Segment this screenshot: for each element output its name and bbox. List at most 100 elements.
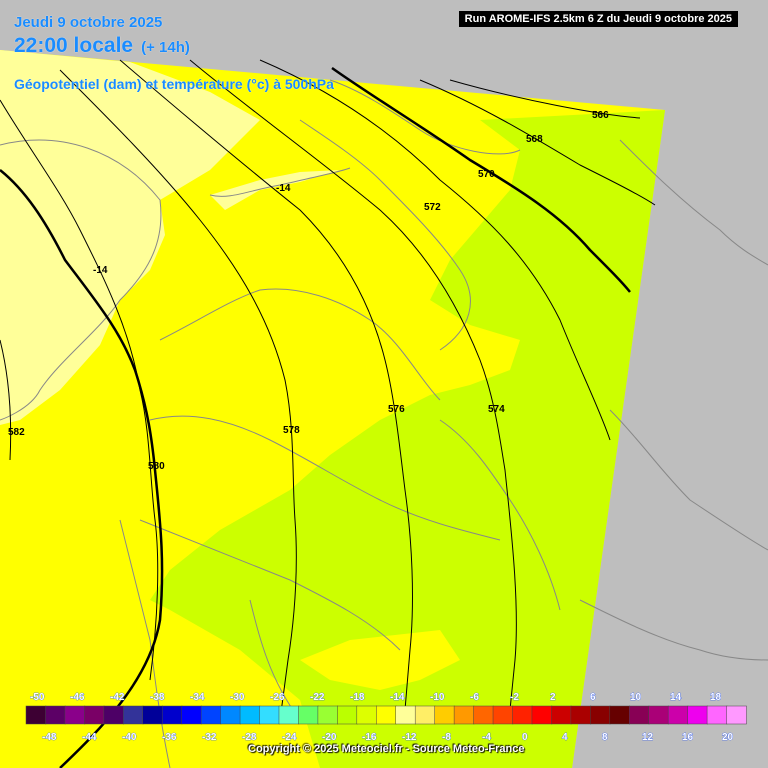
legend-swatch <box>395 705 416 725</box>
isohypse-570-main <box>331 66 631 293</box>
label-566: 566 <box>592 110 609 121</box>
legend-swatch <box>45 705 66 725</box>
legend-swatch <box>687 705 708 725</box>
isohypse-568 <box>419 79 656 206</box>
legend-swatch <box>551 705 572 725</box>
label-572: 572 <box>424 202 441 213</box>
legend-tick-top: -30 <box>230 692 245 703</box>
legend-swatch <box>259 705 280 725</box>
isohypse-580-main <box>0 169 164 768</box>
legend-swatch <box>628 705 650 725</box>
isohypse-582 <box>0 339 12 461</box>
label-574: 574 <box>488 404 505 415</box>
label-576: 576 <box>388 404 405 415</box>
legend-swatch <box>453 705 475 725</box>
legend-tick-top: -46 <box>70 692 85 703</box>
legend-swatch <box>337 705 358 725</box>
legend-swatch <box>142 705 163 725</box>
legend-tick-top: -50 <box>30 692 45 703</box>
forecast-date: Jeudi 9 octobre 2025 <box>14 14 163 31</box>
legend-swatch <box>531 705 553 725</box>
legend-swatch <box>492 705 514 725</box>
legend-tick-top: 2 <box>550 692 556 703</box>
legend-swatch <box>317 705 339 725</box>
legend-swatch <box>609 705 630 725</box>
legend-tick-bottom: -32 <box>202 732 217 743</box>
isohypse-576 <box>119 59 413 711</box>
local-time: 22:00 locale <box>14 34 134 57</box>
legend-tick-bottom: -4 <box>482 732 491 743</box>
main-isohypses <box>0 66 631 768</box>
legend-swatch <box>648 705 669 725</box>
isohypse-574 <box>189 59 517 711</box>
label-580: 580 <box>148 461 165 472</box>
legend-tick-bottom: -20 <box>322 732 337 743</box>
legend-swatch <box>200 705 222 725</box>
isohypse-572 <box>259 59 611 441</box>
cold-zone-west <box>0 50 260 425</box>
label-isotherm-west: -14 <box>93 265 108 276</box>
legend-swatch <box>239 705 261 725</box>
legend-tick-bottom: -12 <box>402 732 417 743</box>
legend-swatch <box>473 705 494 725</box>
legend-tick-bottom: 16 <box>682 732 694 743</box>
legend-tick-bottom: -28 <box>242 732 257 743</box>
legend-tick-top: 6 <box>590 692 596 703</box>
copyright: Copyright © 2025 Meteociel.fr - Source M… <box>248 743 525 755</box>
legend-tick-top: -10 <box>430 692 445 703</box>
legend-swatch <box>726 705 747 725</box>
legend-tick-top: -14 <box>390 692 405 703</box>
legend-tick-top: -6 <box>470 692 479 703</box>
legend-tick-bottom: -16 <box>362 732 377 743</box>
legend-swatch <box>512 705 533 725</box>
label-570: 570 <box>478 169 495 180</box>
legend-tick-bottom: -24 <box>282 732 297 743</box>
legend-tick-top: -22 <box>310 692 325 703</box>
isohypse-566 <box>449 79 641 119</box>
forecast-offset: (+ 14h) <box>141 39 190 56</box>
legend-swatch <box>706 705 728 725</box>
legend-swatch <box>570 705 592 725</box>
legend-swatch <box>220 705 241 725</box>
isohypse-578 <box>59 69 297 721</box>
legend-swatch <box>181 705 202 725</box>
legend-swatch <box>298 705 319 725</box>
legend-tick-top: -26 <box>270 692 285 703</box>
legend-tick-bottom: -8 <box>442 732 451 743</box>
warm-zone-east <box>150 110 665 768</box>
legend-swatch <box>590 705 611 725</box>
run-info: Run AROME-IFS 2.5km 6 Z du Jeudi 9 octob… <box>458 11 738 27</box>
legend-tick-bottom: -36 <box>162 732 177 743</box>
legend-swatch <box>278 705 300 725</box>
legend-tick-bottom: -48 <box>42 732 57 743</box>
legend-tick-bottom: 0 <box>522 732 528 743</box>
legend-tick-top: -2 <box>510 692 519 703</box>
forecast-time: 22:00 locale (+ 14h) <box>14 34 190 58</box>
legend-tick-top: 14 <box>670 692 682 703</box>
legend-tick-top: -18 <box>350 692 365 703</box>
legend-tick-bottom: -44 <box>82 732 97 743</box>
isohypse-labels: 566 568 570 572 574 576 578 580 582 -14 … <box>8 110 609 472</box>
temperature-legend: -50 -46 -42 -38 -34 -30 -26 -22 -18 -14 -10 -6 -2 2 6 1… <box>25 692 747 743</box>
legend-swatch <box>414 705 436 725</box>
label-582: 582 <box>8 427 25 438</box>
legend-swatch <box>64 705 86 725</box>
legend-tick-bottom: -40 <box>122 732 137 743</box>
label-578: 578 <box>283 425 300 436</box>
label-568: 568 <box>526 134 543 145</box>
legend-tick-top: -34 <box>190 692 205 703</box>
yellow-pocket <box>300 630 460 690</box>
legend-tick-top: 10 <box>630 692 642 703</box>
legend-tick-bottom: 12 <box>642 732 654 743</box>
legend-swatch <box>25 705 47 725</box>
legend-swatch <box>356 705 378 725</box>
legend-swatch <box>103 705 125 725</box>
cold-zone-channel <box>210 170 340 210</box>
legend-swatch <box>161 705 183 725</box>
legend-tick-top: 18 <box>710 692 722 703</box>
legend-swatch <box>123 705 144 725</box>
legend-tick-top: -38 <box>150 692 165 703</box>
legend-swatch <box>667 705 689 725</box>
parameter-title: Géopotentiel (dam) et température (°c) à… <box>14 76 334 92</box>
